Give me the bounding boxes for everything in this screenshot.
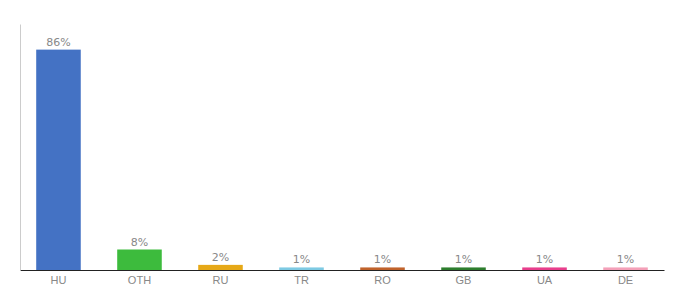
x-tick: GB — [456, 270, 472, 286]
x-tick-label: RO — [374, 274, 391, 286]
x-tick-label: TR — [294, 274, 309, 286]
data-label: 1% — [536, 253, 553, 266]
data-label: 8% — [131, 236, 148, 249]
data-label: 2% — [212, 251, 229, 264]
x-tick: RO — [374, 270, 391, 286]
bar — [198, 265, 243, 270]
data-label: 86% — [46, 36, 70, 49]
chart: 86% 8% 2% 1% 1% 1% 1% 1% HU OTH RU TR RO GB UA DE — [0, 0, 680, 300]
y-axis — [20, 25, 21, 271]
x-tick: RU — [213, 270, 229, 286]
bar — [522, 267, 567, 270]
x-tick: DE — [618, 270, 633, 286]
x-tick: OTH — [128, 270, 151, 286]
x-tick: UA — [537, 270, 553, 286]
bars — [36, 50, 648, 270]
data-labels: 86% 8% 2% 1% 1% 1% 1% 1% — [46, 36, 634, 267]
x-tick: TR — [294, 270, 309, 286]
y-axis-line — [20, 25, 21, 271]
x-tick-label: DE — [618, 274, 633, 286]
bar — [603, 267, 648, 270]
data-label: 1% — [455, 253, 472, 266]
data-label: 1% — [617, 253, 634, 266]
bar — [36, 50, 81, 270]
x-tick: HU — [51, 270, 67, 286]
x-axis-line — [21, 270, 665, 271]
x-tick-label: HU — [51, 274, 67, 286]
bar — [117, 250, 162, 271]
x-tick-label: UA — [537, 274, 553, 286]
bar — [441, 267, 486, 270]
data-label: 1% — [293, 253, 310, 266]
x-tick-label: OTH — [128, 274, 151, 286]
x-tick-label: RU — [213, 274, 229, 286]
x-tick-label: GB — [456, 274, 472, 286]
plot: 86% 8% 2% 1% 1% 1% 1% 1% HU OTH RU TR RO GB UA DE — [21, 25, 665, 286]
bar — [360, 267, 405, 270]
data-label: 1% — [374, 253, 391, 266]
x-axis: HU OTH RU TR RO GB UA DE — [21, 270, 665, 286]
bar — [279, 267, 324, 270]
